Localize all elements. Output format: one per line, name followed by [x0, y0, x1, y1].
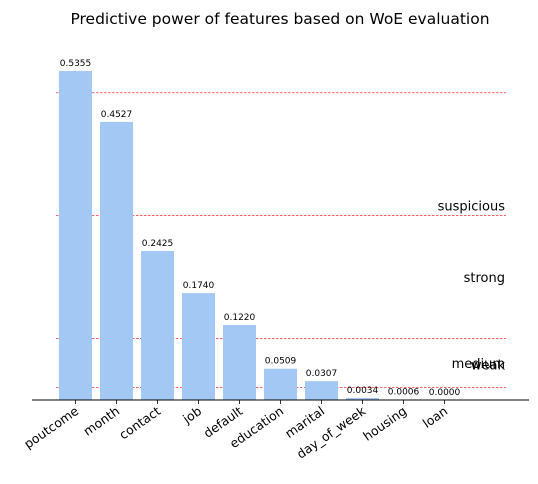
value-label-marital: 0.0307 [306, 369, 338, 379]
tick-label-loan: loan [420, 403, 450, 431]
value-label-housing: 0.0006 [388, 388, 420, 398]
value-label-contact: 0.2425 [142, 239, 174, 249]
tick-label-month: month [80, 403, 122, 439]
tick-label-contact: contact [116, 403, 163, 442]
band-label-medium: medium [452, 357, 505, 372]
bar-month [100, 121, 133, 400]
value-label-poutcome: 0.5355 [60, 59, 92, 69]
bar-day_of_week [346, 397, 379, 400]
band-label-suspicious: suspicious [438, 200, 506, 215]
bar-job [182, 293, 215, 400]
value-label-day_of_week: 0.0034 [347, 386, 379, 396]
bar-default [223, 325, 256, 400]
bar-marital [305, 381, 338, 400]
chart-title: Predictive power of features based on Wo… [70, 10, 489, 28]
bar-education [264, 368, 297, 400]
value-labels: 0.5355 0.4527 0.2425 0.1740 0.1220 0.0509 0.03… [60, 59, 461, 398]
tick-label-poutcome: poutcome [21, 403, 81, 451]
band-label-weak: weak [471, 359, 506, 374]
band-label-strong: strong [464, 271, 505, 286]
value-label-month: 0.4527 [101, 110, 133, 120]
bars [59, 71, 420, 400]
bar-poutcome [59, 71, 92, 400]
tick-label-housing: housing [360, 403, 409, 444]
value-label-default: 0.1220 [224, 313, 256, 323]
value-label-education: 0.0509 [265, 357, 297, 367]
bar-contact [141, 251, 174, 400]
value-label-job: 0.1740 [183, 281, 215, 291]
value-label-loan: 0.0000 [429, 388, 461, 398]
tick-label-job: job [179, 403, 204, 427]
